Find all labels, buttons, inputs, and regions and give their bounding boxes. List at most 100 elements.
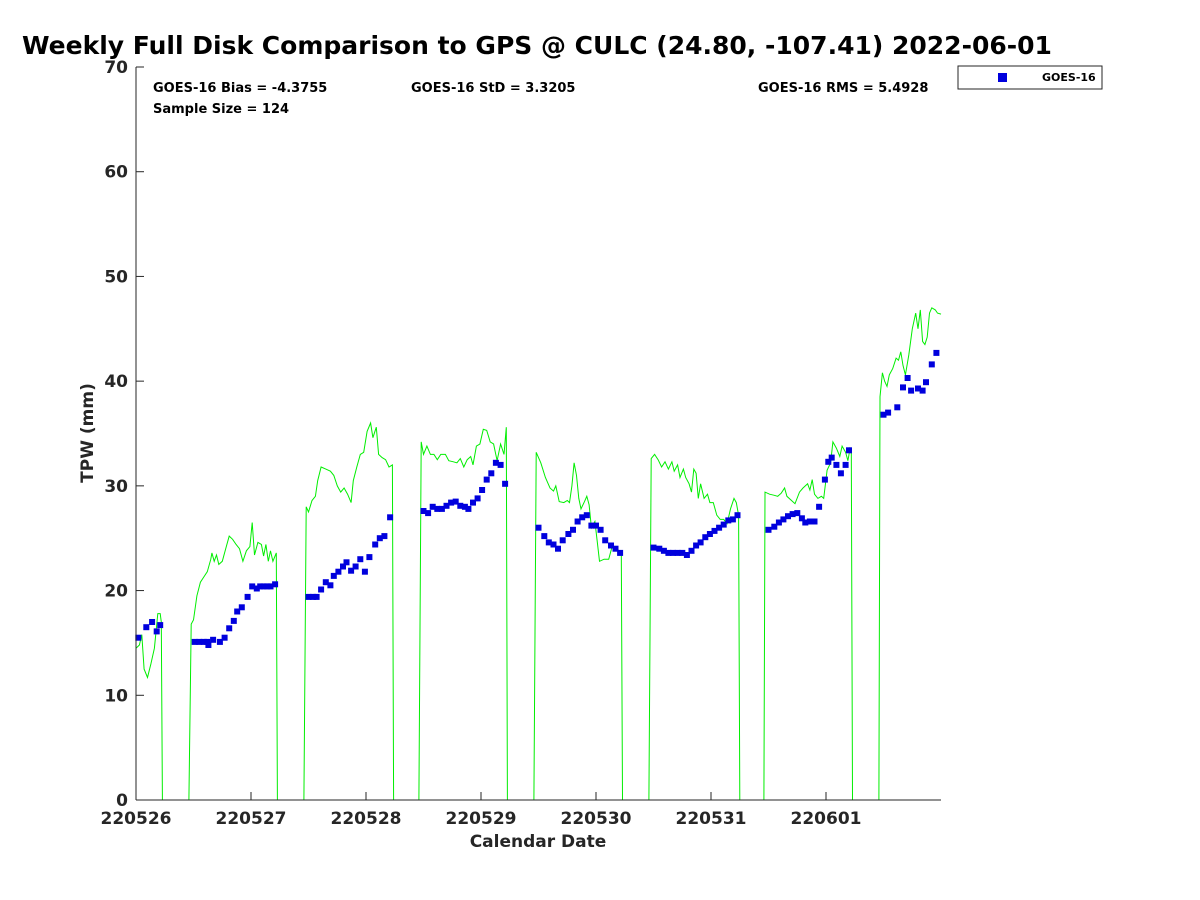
goes-16-point bbox=[425, 510, 432, 517]
goes-16-point bbox=[734, 512, 741, 519]
goes-16-point bbox=[205, 642, 212, 648]
goes-16-point bbox=[492, 459, 499, 466]
goes-16-point bbox=[310, 593, 317, 600]
goes-16-point bbox=[318, 586, 325, 593]
goes-16-point bbox=[828, 454, 835, 461]
goes-16-point bbox=[372, 541, 379, 548]
goes-16-point bbox=[555, 545, 561, 552]
goes-16-point bbox=[204, 638, 211, 645]
x-tick-label: 220528 bbox=[331, 809, 402, 829]
goes-16-point bbox=[665, 549, 672, 556]
goes-16-point bbox=[711, 527, 718, 534]
goes-16-point bbox=[457, 502, 464, 509]
goes-16-point bbox=[802, 519, 809, 526]
legend-box bbox=[957, 65, 1103, 90]
goes-16-point bbox=[230, 617, 237, 624]
goes-16-point bbox=[535, 524, 542, 531]
goes-16-point bbox=[143, 624, 150, 631]
goes-16-point bbox=[387, 514, 394, 521]
goes-16-point bbox=[928, 361, 935, 368]
goes-16-point bbox=[267, 583, 274, 590]
goes-16-point bbox=[343, 559, 350, 566]
goes-16-point bbox=[348, 567, 355, 574]
goes-16-point bbox=[821, 476, 828, 483]
goes-16-point bbox=[697, 539, 704, 546]
y-tick-label: 0 bbox=[116, 791, 128, 811]
goes-16-point bbox=[656, 545, 663, 552]
goes-16-point bbox=[923, 379, 929, 386]
goes-16-point bbox=[502, 480, 509, 487]
goes-16-point bbox=[330, 572, 337, 579]
goes-16-point bbox=[765, 526, 772, 533]
goes-16-point bbox=[135, 634, 142, 641]
goes-16-point bbox=[264, 583, 271, 590]
gps-line-segment bbox=[763, 440, 853, 801]
goes-16-point bbox=[683, 552, 690, 558]
goes-16-point bbox=[550, 541, 557, 548]
goes-16-point bbox=[842, 461, 849, 468]
goes-16-point bbox=[244, 593, 251, 600]
goes-16-point bbox=[497, 461, 504, 468]
stat-rms: GOES-16 RMS = 5.4928 bbox=[758, 81, 928, 96]
gps-line-segment bbox=[188, 522, 278, 801]
goes-16-point bbox=[904, 375, 911, 381]
goes-16-point bbox=[474, 495, 481, 502]
goes-16-point bbox=[794, 510, 801, 517]
goes-16-point bbox=[327, 582, 334, 589]
goes-16-point bbox=[570, 526, 576, 533]
goes-16-point bbox=[771, 523, 778, 530]
goes-16-point bbox=[381, 533, 388, 540]
goes-16-point bbox=[313, 593, 320, 600]
goes-16-point bbox=[785, 513, 791, 520]
goes-16-point bbox=[541, 533, 548, 540]
goes-16-point bbox=[833, 461, 840, 468]
goes-16-point bbox=[789, 511, 796, 518]
y-ticks: 0 10 20 30 40 50 60 70 bbox=[104, 58, 144, 811]
goes-16-point bbox=[479, 487, 486, 493]
goes-16-point bbox=[226, 625, 233, 632]
goes-16-point bbox=[149, 619, 156, 625]
goes-16-point bbox=[221, 634, 228, 641]
y-tick-label: 30 bbox=[104, 477, 128, 497]
goes-16-point bbox=[191, 638, 198, 645]
legend-marker bbox=[998, 73, 1007, 82]
goes-16-point bbox=[366, 554, 373, 561]
goes-16-point bbox=[257, 583, 264, 590]
goes-16-point bbox=[322, 579, 329, 586]
goes-16-point bbox=[200, 638, 207, 645]
y-tick-label: 10 bbox=[104, 686, 128, 706]
goes-16-point bbox=[574, 518, 581, 525]
goes-16-point bbox=[775, 519, 782, 526]
goes-16-point bbox=[238, 604, 245, 611]
goes-16-point bbox=[157, 622, 164, 629]
stat-bias: GOES-16 Bias = -4.3755 bbox=[153, 81, 327, 96]
goes-16-point bbox=[210, 636, 217, 643]
goes-16-point bbox=[253, 585, 260, 592]
goes-16-point bbox=[612, 545, 619, 552]
goes-16-point bbox=[588, 522, 595, 529]
goes-16-point bbox=[357, 556, 364, 563]
plot-area: 0 10 20 30 40 50 60 70 220526 220527 220528 220529… bbox=[101, 58, 942, 829]
goes-16-point bbox=[579, 514, 586, 521]
goes-16-point bbox=[825, 458, 832, 465]
goes-16-point bbox=[780, 516, 787, 523]
goes-16-point bbox=[933, 349, 940, 356]
goes-16-point bbox=[196, 638, 203, 645]
goes-16-point bbox=[216, 638, 223, 645]
goes-16-point bbox=[915, 385, 921, 392]
goes-16-point bbox=[693, 542, 700, 549]
x-axis-label: Calendar Date bbox=[470, 832, 607, 852]
y-tick-label: 70 bbox=[104, 58, 128, 78]
goes-16-point bbox=[811, 518, 818, 525]
x-tick-label: 220527 bbox=[216, 809, 287, 829]
goes-16-point bbox=[305, 593, 312, 600]
goes-16-point bbox=[919, 387, 926, 394]
goes-16-point bbox=[798, 515, 805, 522]
gps-series bbox=[135, 307, 942, 801]
gps-line-segment bbox=[878, 307, 942, 801]
goes-16-point bbox=[674, 549, 681, 556]
goes-16-point bbox=[702, 534, 709, 541]
goes-16-series bbox=[135, 349, 940, 648]
goes-16-point bbox=[720, 521, 727, 528]
